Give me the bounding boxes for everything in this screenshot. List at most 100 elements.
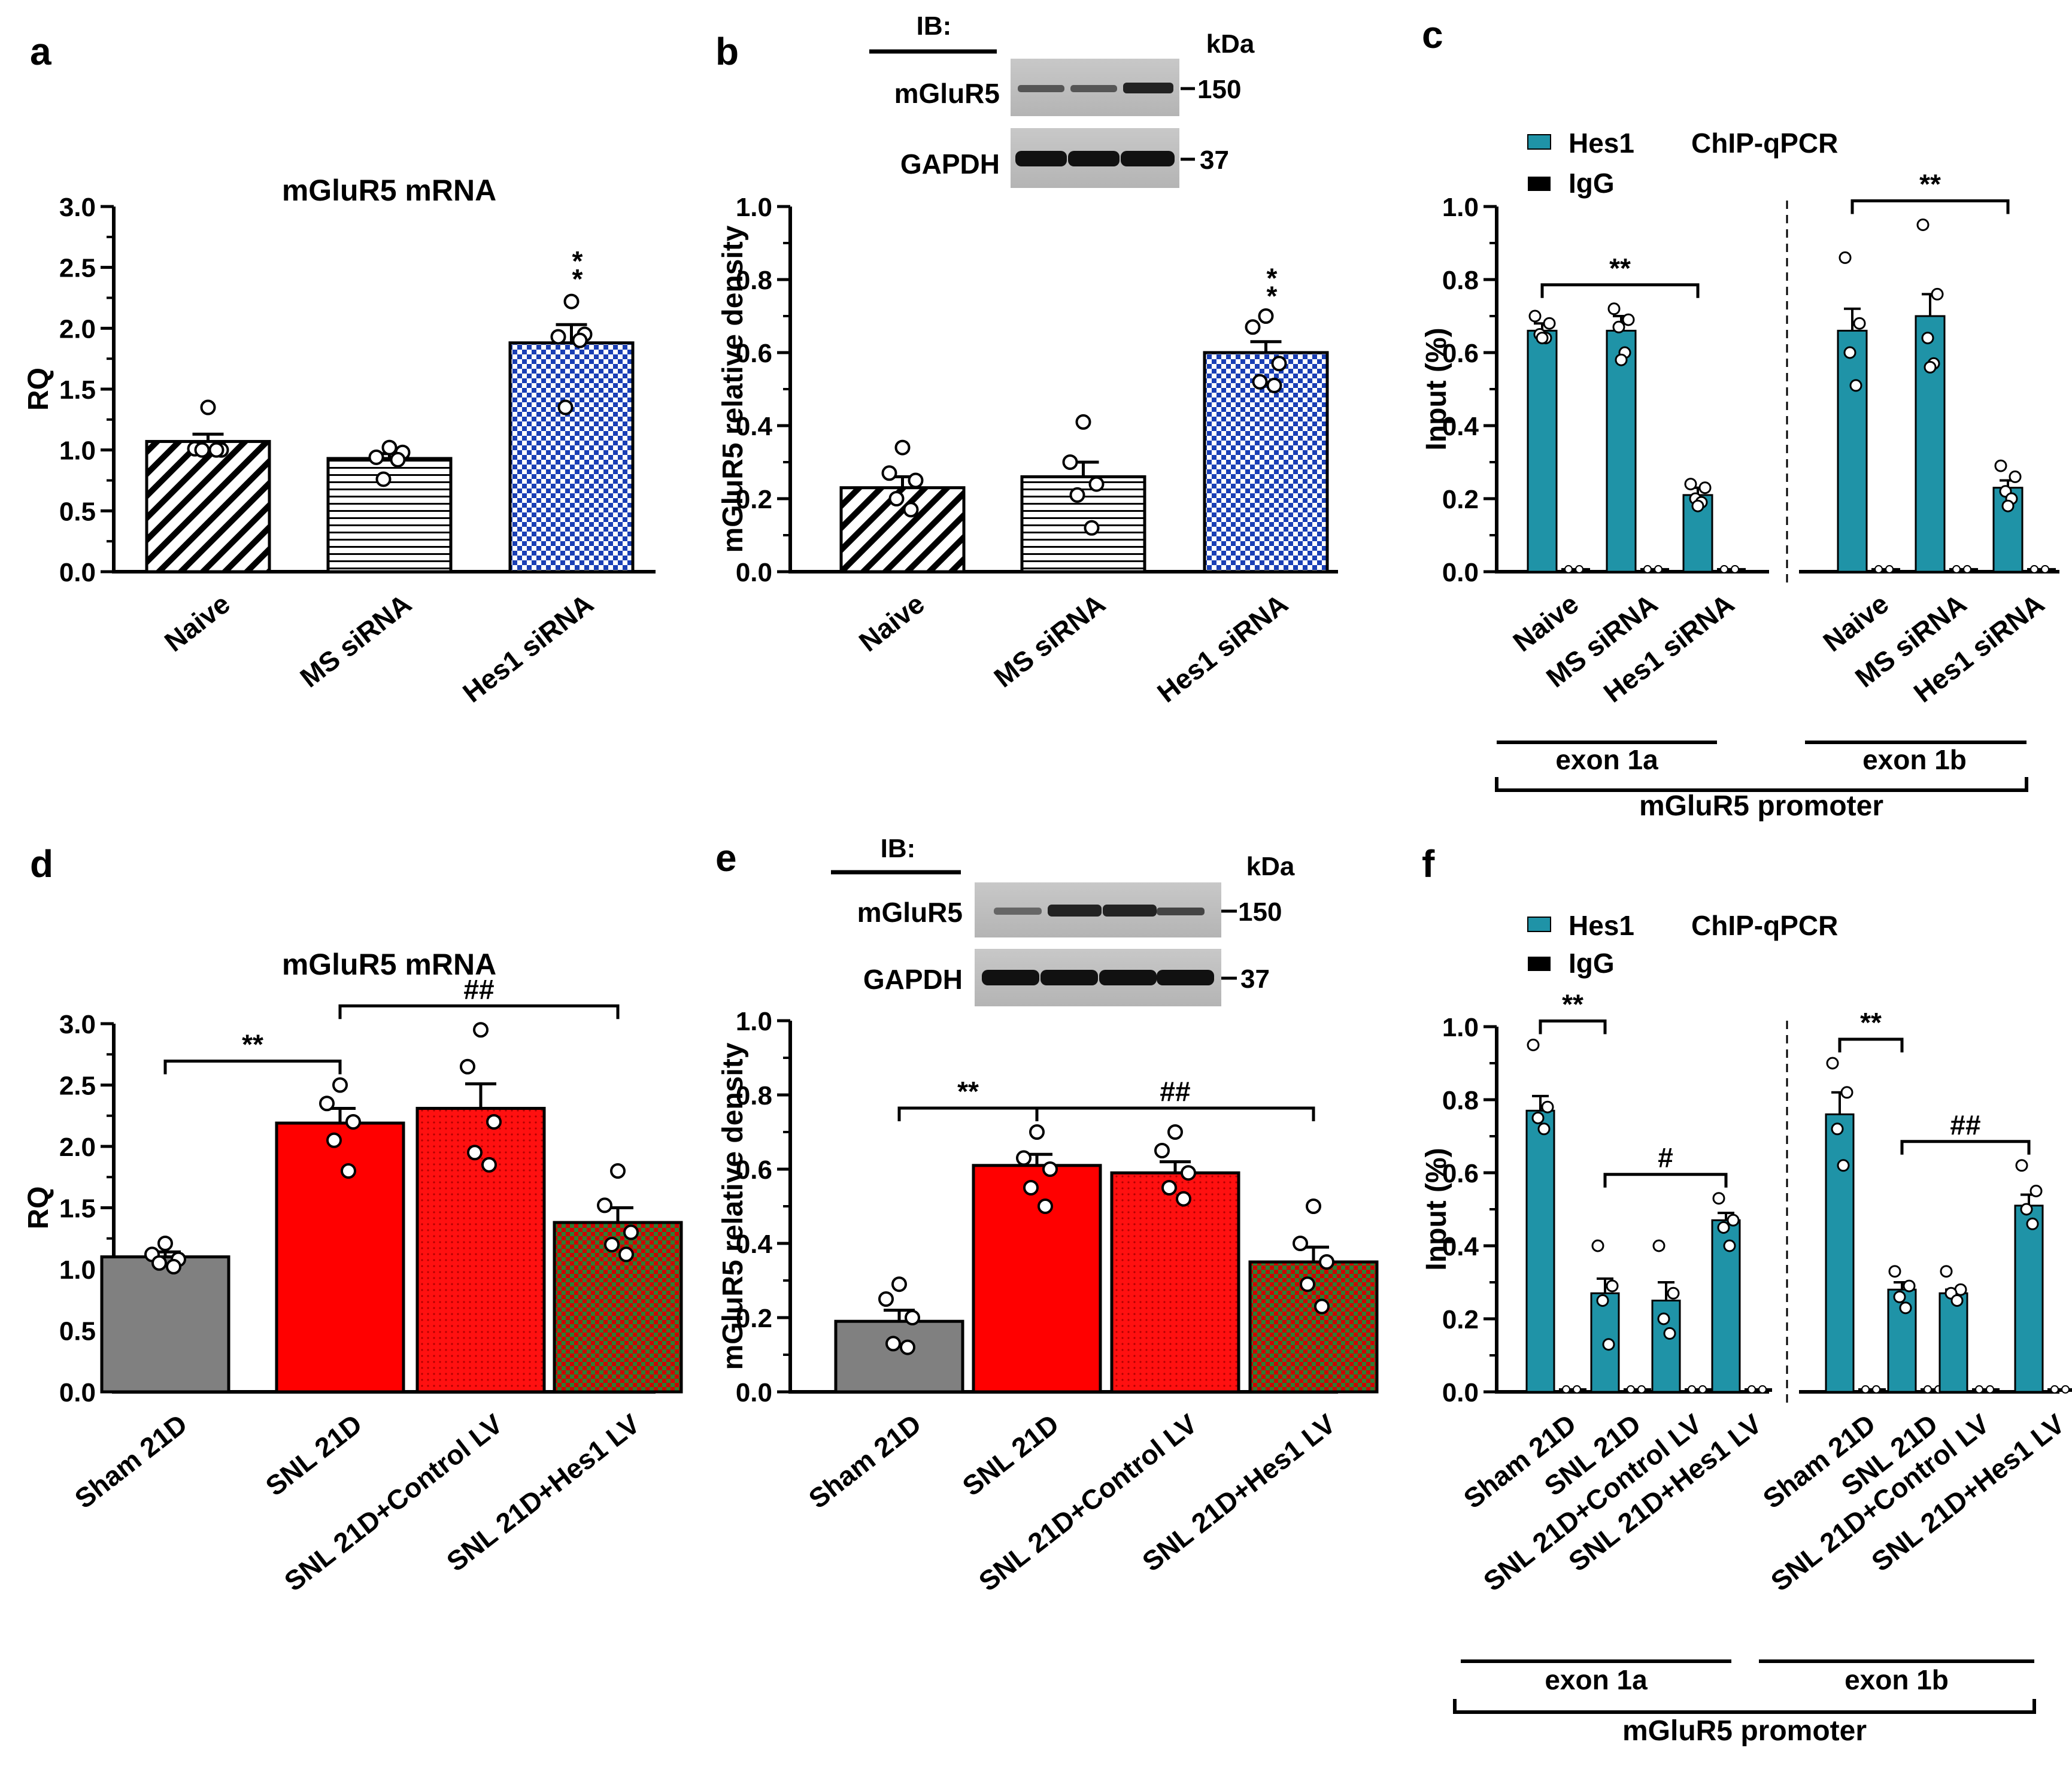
y-tick-label: 0.0: [1442, 558, 1479, 587]
data-point: [1731, 565, 1739, 574]
significance-bracket: ##: [1035, 1076, 1315, 1121]
bar-igg: [1972, 1388, 2000, 1392]
group-label-exon1a: exon 1a: [1555, 744, 1658, 775]
data-point: [550, 329, 566, 345]
band-gapdh-1: [982, 970, 1039, 985]
y-axis-label: Input (%): [1421, 1148, 1452, 1270]
bracket-label: ##: [1160, 1076, 1190, 1107]
band-mglur5-2: [1048, 905, 1102, 917]
data-point: [1826, 1057, 1839, 1070]
data-point: [2041, 565, 2049, 574]
y-tick-label: 1.0: [736, 193, 772, 222]
data-point: [1543, 317, 1556, 330]
bracket-label: **: [1860, 1007, 1882, 1038]
data-point: [481, 1157, 497, 1173]
significance-bracket: **: [1850, 169, 2010, 214]
bar-hes1: [2014, 1204, 2044, 1393]
data-point: [1531, 1112, 1545, 1124]
chart-b: 0.0 0.2 0.4 0.6 0.8 1.0 mGluR5 relative densit…: [717, 193, 1338, 708]
data-point: [1564, 565, 1573, 574]
significance-bracket: **: [1539, 989, 1607, 1034]
data-point: [1916, 219, 1930, 231]
method-label: ChIP-qPCR: [1691, 910, 1838, 941]
data-point: [1684, 478, 1697, 491]
y-tick-label: 0.4: [736, 412, 773, 441]
data-point: [1069, 487, 1085, 503]
category-label: Naive: [853, 588, 930, 658]
data-point: [1029, 1124, 1045, 1140]
data-point: [157, 1235, 173, 1251]
y-axis-label: RQ: [23, 368, 54, 411]
method-label: ChIP-qPCR: [1691, 128, 1838, 159]
blot-row1-kda: 150: [1197, 75, 1241, 104]
bar: [972, 1164, 1102, 1394]
y-tick-label: 0.8: [1442, 266, 1479, 295]
legend-label-igg: IgG: [1569, 168, 1615, 199]
data-point: [1306, 1198, 1321, 1214]
bar: [275, 1121, 405, 1394]
y-tick-label: 0.8: [736, 1081, 772, 1110]
y-tick-label: 0.2: [736, 1304, 772, 1333]
data-point: [1016, 1150, 1032, 1166]
bar: [145, 439, 271, 574]
y-tick-label: 0.6: [736, 339, 772, 368]
data-point: [2015, 1159, 2028, 1172]
data-point: [618, 1246, 634, 1263]
band-gapdh-3: [1121, 151, 1175, 166]
data-point: [381, 439, 398, 456]
category-label: Sham 21D: [69, 1408, 193, 1515]
bracket-label: **: [1919, 169, 1941, 200]
data-point: [1840, 1086, 1853, 1099]
data-point: [1062, 454, 1078, 470]
data-point: [1627, 1385, 1635, 1394]
data-point: [1643, 565, 1652, 574]
legend-swatch-igg: [1528, 177, 1551, 191]
data-point: [486, 1114, 502, 1130]
band-mglur5-3: [1103, 905, 1157, 917]
group-labels-f: exon 1a exon 1b mGluR5 promoter: [1453, 1659, 2036, 1747]
y-axis-label: RQ: [23, 1187, 54, 1230]
bars: [834, 1124, 1379, 1394]
blot-kda-label: kDa: [1206, 29, 1255, 59]
western-blot-b: IB: kDa mGluR5 GAPDH 150 37: [869, 11, 1255, 188]
data-point: [345, 1114, 361, 1130]
data-point: [1527, 1039, 1540, 1051]
legend-label-hes1: Hes1: [1569, 128, 1634, 159]
data-point: [1986, 1385, 1994, 1394]
bar-hes1: [1527, 329, 1558, 573]
bracket-line: [1838, 1037, 1904, 1052]
data-point: [2030, 565, 2038, 574]
group-label-exon1b: exon 1b: [1845, 1664, 1949, 1695]
band-mglur5-2: [1070, 85, 1117, 92]
data-point: [2026, 1217, 2039, 1230]
data-point: [332, 1077, 348, 1093]
data-point: [1758, 1385, 1767, 1394]
data-point: [597, 1197, 612, 1213]
bracket-label: ##: [463, 973, 494, 1005]
y-tick-label: 0.0: [736, 558, 772, 587]
y-tick-label: 2.0: [59, 314, 96, 344]
significance-label: *: [1267, 281, 1278, 312]
legend-c: Hes1 IgG ChIP-qPCR: [1527, 128, 1838, 199]
group-labels-c: exon 1a exon 1b mGluR5 promoter: [1495, 741, 2028, 822]
data-point: [2020, 1203, 2033, 1216]
western-blot-e: IB: kDa mGluR5 GAPDH 150 37: [831, 834, 1295, 1006]
bar-hes1: [1606, 329, 1637, 573]
y-tick-label: 0.0: [1442, 1378, 1479, 1407]
y-tick-label: 0.5: [59, 497, 96, 526]
data-point: [1688, 1385, 1696, 1394]
blot-row2-kda: 37: [1200, 145, 1229, 175]
data-point: [1258, 308, 1274, 324]
data-point: [610, 1163, 626, 1179]
y-tick-label: 0.2: [1442, 1305, 1479, 1334]
data-point: [2050, 1385, 2059, 1394]
data-point: [881, 465, 897, 481]
data-point: [1300, 1276, 1315, 1292]
data-point: [1853, 317, 1866, 330]
bar-hes1: [1525, 1109, 1555, 1393]
group-label-exon1b: exon 1b: [1862, 744, 1967, 775]
data-point: [1541, 1100, 1554, 1113]
